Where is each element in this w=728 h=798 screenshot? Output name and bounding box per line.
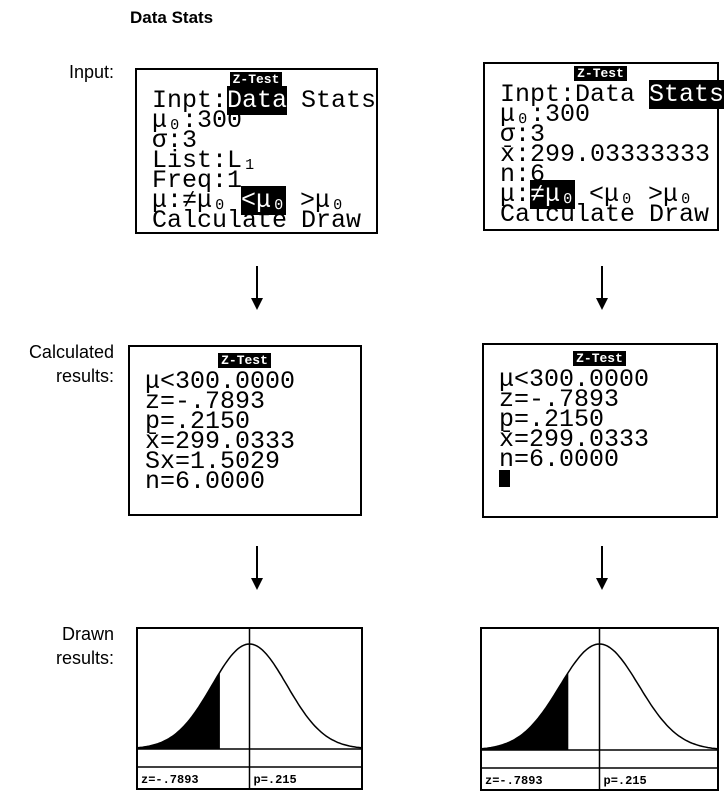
screen-line: p=.2150 xyxy=(145,407,251,436)
screen-header: Z-Test xyxy=(218,353,271,368)
calculator-screen: Z-Test Inpt:Data Stats μ₀:300 σ:3 List:L₁ Freq… xyxy=(135,68,378,234)
screen-line: x̄:299.03333333 xyxy=(500,142,717,167)
row-label-line: results: xyxy=(55,366,114,386)
screen-text: Calculate xyxy=(152,206,288,235)
screen-text: List:L₁ xyxy=(152,146,258,175)
screen-text: μ₀:300 xyxy=(152,106,243,135)
calculator-screen: Z-Test μ<300.0000 z=-.7893 p=.2150 x̄=299.03… xyxy=(482,343,718,518)
screen-line: Inpt:Data Stats xyxy=(152,86,376,115)
screen-text: σ:3 xyxy=(500,120,546,149)
p-label: p=.215 xyxy=(254,773,297,787)
z-label: z=-.7893 xyxy=(485,774,543,788)
calculator-screen: Z-Test Inpt:Data Stats μ₀:300 σ:3 x̄:299.0333… xyxy=(483,62,725,231)
screen-line: n=6.0000 xyxy=(499,445,620,474)
cursor xyxy=(499,470,510,487)
screen-line: x̄=299.0333 xyxy=(145,427,296,456)
screen-line: Inpt:Data Stats xyxy=(500,80,725,109)
screen-line: z=-.7893 xyxy=(499,385,620,414)
screen-line: n=6.0000 xyxy=(145,467,266,496)
screen-text: σ:3 xyxy=(152,126,198,155)
screen-text: >μ₀ xyxy=(648,180,694,209)
screen-line: Freq:1 xyxy=(152,168,376,193)
screen-text: Freq:1 xyxy=(152,166,243,195)
calculator-screen: Z-Test μ<300.0000 z=-.7893 p=.2150 x̄=299.03… xyxy=(128,345,362,516)
arrow xyxy=(251,266,608,590)
screen-text: <μ₀ xyxy=(589,180,635,209)
screen-header: Z-Test xyxy=(229,72,283,87)
screen-line: μ<300.0000 xyxy=(499,365,650,394)
screen-text: Inpt: xyxy=(152,86,228,115)
screen-line: List:L₁ xyxy=(152,148,376,173)
row-label: Calculated results: xyxy=(29,340,114,388)
row-label: Input: xyxy=(69,60,114,84)
screen-line: σ:3 xyxy=(500,122,717,147)
row-label-line: Input: xyxy=(68,62,114,82)
p-label: p=.215 xyxy=(604,774,647,788)
highlighted-option: Data xyxy=(227,86,288,115)
screen-text: μ: xyxy=(500,180,531,209)
screen-line: μ:≠μ₀ <μ₀ >μ₀ xyxy=(500,180,717,209)
screen-text: >μ₀ xyxy=(300,186,346,215)
screen-line: p=.2150 xyxy=(499,405,605,434)
screen-text: Draw xyxy=(301,206,362,235)
screen-line: μ₀:300 xyxy=(500,102,717,127)
screen-line: μ<300.0000 xyxy=(145,367,296,396)
screen-header: Z-Test xyxy=(573,351,626,366)
screen-text: μ₀:300 xyxy=(500,100,591,129)
screen-line: x̄=299.0333 xyxy=(499,425,650,454)
screen-line xyxy=(499,470,716,490)
z-label: z=-.7893 xyxy=(141,773,199,787)
screen-text: Stats xyxy=(301,86,377,115)
screen-text: Calculate xyxy=(500,200,636,229)
screen-text: x̄:299.03333333 xyxy=(500,140,711,169)
screen-line: μ₀:300 xyxy=(152,108,376,133)
highlighted-option: <μ₀ xyxy=(241,186,287,215)
screen-header: Z-Test xyxy=(574,66,627,81)
screen-text: Draw xyxy=(649,200,710,229)
screen-line: z=-.7893 xyxy=(145,387,266,416)
shaded-area xyxy=(137,672,220,749)
screen-line: Calculate Draw xyxy=(500,202,717,227)
screen-text: Inpt: xyxy=(500,80,576,109)
row-label: Drawn results: xyxy=(56,622,114,670)
row-label-line: results: xyxy=(55,648,114,668)
screen-line: Calculate Draw xyxy=(152,208,376,233)
screen-text: Data xyxy=(575,80,636,109)
screen-text: μ:≠μ₀ xyxy=(152,186,228,215)
screen-line: σ:3 xyxy=(152,128,376,153)
shaded-area xyxy=(481,672,569,750)
screen-line: Sx=1.5029 xyxy=(145,447,281,476)
highlighted-option: Stats xyxy=(649,80,725,109)
screen-line: μ:≠μ₀ <μ₀ >μ₀ xyxy=(152,186,376,215)
row-label-line: Drawn xyxy=(61,624,114,644)
highlighted-option: ≠μ₀ xyxy=(530,180,576,209)
title: Data Stats xyxy=(130,8,214,27)
row-label-line: Calculated xyxy=(28,342,114,362)
